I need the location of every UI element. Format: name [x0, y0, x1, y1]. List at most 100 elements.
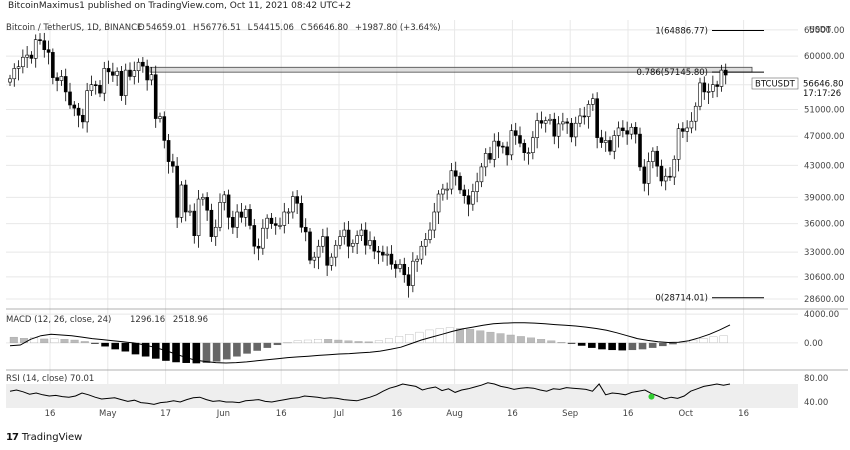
candle-body — [419, 245, 424, 260]
candle-body — [269, 217, 274, 224]
macd-histogram-bar — [354, 341, 363, 344]
last-price: 56646.80 — [803, 80, 844, 90]
candle-body — [141, 61, 145, 67]
price-tick-label: 51000.00 — [804, 105, 845, 115]
candle-body — [93, 84, 98, 86]
candle-body — [333, 244, 338, 258]
macd-histogram-bar — [9, 336, 18, 344]
candle-body — [55, 77, 59, 81]
trading-chart[interactable]: 1(64886.77) 0.786(57145.80) 0(28714.01) 28… — [0, 12, 850, 430]
macd-histogram-bar — [476, 330, 485, 344]
time-tick-label: 16 — [507, 409, 518, 419]
candle-body — [235, 211, 239, 228]
macd-histogram-bar — [638, 342, 647, 350]
macd-histogram-bar — [608, 342, 616, 351]
macd-values: 1296.16 2518.96 — [130, 315, 208, 325]
macd-histogram-bar — [121, 342, 130, 352]
ohlc-close: 56646.80 — [308, 23, 349, 33]
candle-body — [218, 202, 222, 228]
candle-body — [201, 197, 205, 200]
macd-histogram-value: 1296.16 — [130, 315, 165, 325]
candle-body — [479, 166, 484, 183]
time-tick-label: Oct — [678, 409, 693, 419]
candle-body — [162, 116, 167, 141]
macd-histogram-bar — [303, 339, 312, 344]
price-tick-label: 43000.00 — [804, 161, 845, 171]
candle-body — [685, 127, 689, 132]
macd-histogram-bar — [618, 342, 627, 351]
macd-pane — [6, 313, 798, 364]
candle-body — [552, 118, 557, 137]
price-tick-label: 47000.00 — [804, 132, 845, 142]
time-axis[interactable]: 16 May 17 Jun 16 Jul 16 Aug 16 Sep 16 Oct 16 — [45, 409, 749, 419]
candle-body — [522, 142, 527, 153]
candle-body — [398, 263, 402, 269]
candle-body — [21, 56, 25, 68]
candle-body — [286, 211, 291, 214]
macd-histogram-bar — [293, 340, 302, 344]
candle-body — [308, 231, 312, 261]
ohlc-change: +1987.80 (+3.64%) — [355, 23, 441, 33]
macd-histogram-bar — [162, 342, 170, 361]
macd-tick-label: 0.00 — [804, 339, 823, 349]
macd-histogram-bar — [516, 336, 525, 344]
macd-histogram-bar — [19, 338, 28, 344]
macd-histogram-bar — [141, 342, 150, 357]
macd-histogram-bar — [70, 339, 79, 344]
candle-body — [128, 69, 132, 77]
candle-body — [698, 82, 702, 107]
ohlc-close-label: C — [301, 23, 307, 33]
candle-body — [445, 188, 449, 191]
candle-body — [616, 127, 621, 136]
candle-body — [8, 78, 12, 83]
macd-histogram-bar — [111, 342, 120, 350]
candle-body — [196, 198, 201, 236]
macd-histogram-bar — [91, 342, 99, 344]
candle-body — [63, 76, 68, 93]
symbol-title: Bitcoin / TetherUS, 1D, BINANCE — [6, 23, 142, 33]
candle-body — [646, 161, 651, 184]
macd-histogram-bar — [80, 341, 89, 344]
candle-body — [158, 116, 162, 119]
candle-body — [51, 52, 55, 78]
macd-histogram-bar — [405, 334, 414, 344]
candle-body — [655, 150, 659, 167]
candle-body — [402, 263, 407, 276]
fib-level-label: 1(64886.77) — [655, 27, 708, 37]
candle-body — [338, 236, 342, 246]
publish-header: BitcoinMaximus1 published on TradingView… — [8, 1, 352, 11]
macd-histogram-bar — [719, 335, 728, 344]
candle-body — [38, 39, 42, 41]
candle-body — [29, 54, 34, 59]
candle-body — [573, 122, 578, 138]
time-tick-label: Aug — [446, 409, 463, 419]
fib-level-label: 0(28714.01) — [655, 294, 708, 304]
candle-body — [85, 90, 89, 123]
candle-body — [556, 123, 561, 137]
candle-body — [33, 39, 38, 59]
macd-histogram-bar — [151, 342, 160, 359]
rsi-value: 70.01 — [70, 374, 94, 384]
candle-body — [711, 84, 715, 92]
candle-body — [256, 245, 261, 249]
candle-body — [535, 120, 539, 138]
candle-body — [548, 118, 552, 121]
ohlc-legend: O54659.01 H56776.51 L54415.06 C56646.80 … — [138, 23, 441, 33]
price-tick-label: 39000.00 — [804, 193, 845, 203]
candle-body — [385, 253, 389, 256]
macd-histogram-bar — [364, 341, 373, 344]
macd-histogram-bar — [577, 342, 586, 346]
macd-histogram-bar — [344, 340, 353, 344]
candle-body — [621, 127, 625, 131]
candle-body — [475, 181, 479, 192]
candle-body — [672, 159, 677, 178]
candle-body — [676, 128, 681, 160]
candle-body — [381, 251, 385, 256]
candle-body — [316, 245, 321, 258]
candle-body — [213, 226, 218, 237]
time-tick-label: 16 — [623, 409, 634, 419]
candle-body — [166, 140, 171, 162]
candle-body — [299, 203, 304, 228]
candle-body — [282, 211, 287, 226]
candle-body — [175, 165, 179, 218]
